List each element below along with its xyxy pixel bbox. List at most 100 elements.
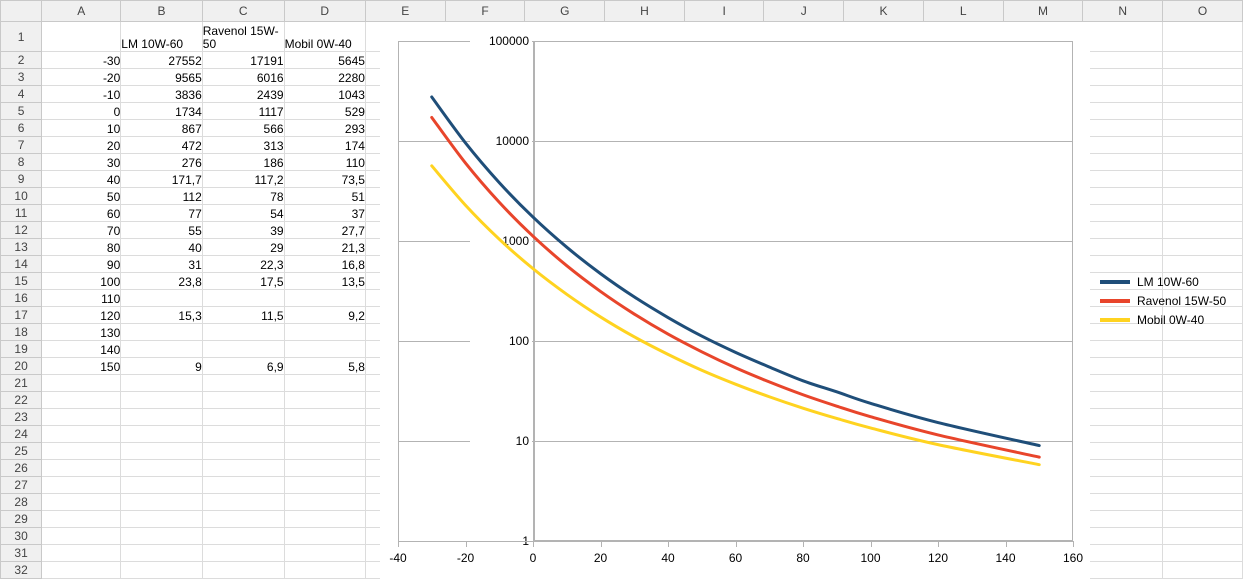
cell-b28[interactable] [120, 493, 203, 511]
cell-c19[interactable] [202, 340, 285, 358]
cell-c26[interactable] [202, 459, 285, 477]
cell-a21[interactable] [41, 374, 122, 392]
cell-d5[interactable]: 529 [284, 102, 366, 120]
cell-empty[interactable] [1082, 170, 1164, 188]
cell-a16[interactable]: 110 [41, 289, 122, 307]
cell-c1[interactable]: Ravenol 15W-50 [202, 21, 285, 52]
cell-empty[interactable] [1082, 68, 1164, 86]
cell-b19[interactable] [120, 340, 203, 358]
cell-d17[interactable]: 9,2 [284, 306, 366, 324]
cell-empty[interactable] [1082, 408, 1164, 426]
cell-a28[interactable] [41, 493, 122, 511]
cell-c32[interactable] [202, 561, 285, 579]
cell-empty[interactable] [1162, 102, 1243, 120]
cell-a9[interactable]: 40 [41, 170, 122, 188]
row-header[interactable]: 29 [0, 510, 43, 528]
cell-b23[interactable] [120, 408, 203, 426]
cell-empty[interactable] [1082, 153, 1164, 171]
row-header[interactable]: 24 [0, 425, 43, 443]
cell-a2[interactable]: -30 [41, 51, 122, 69]
cell-a6[interactable]: 10 [41, 119, 122, 137]
cell-empty[interactable] [1082, 425, 1164, 443]
cell-b16[interactable] [120, 289, 203, 307]
cell-c21[interactable] [202, 374, 285, 392]
cell-c5[interactable]: 1117 [202, 102, 285, 120]
cell-empty[interactable] [1162, 340, 1243, 358]
cell-a12[interactable]: 70 [41, 221, 122, 239]
cell-empty[interactable] [1082, 238, 1164, 256]
legend-item[interactable]: LM 10W-60 [1100, 272, 1240, 291]
cell-empty[interactable] [1162, 510, 1243, 528]
cell-a3[interactable]: -20 [41, 68, 122, 86]
cell-d20[interactable]: 5,8 [284, 357, 366, 375]
cell-c18[interactable] [202, 323, 285, 341]
row-header[interactable]: 6 [0, 119, 43, 137]
row-header[interactable]: 3 [0, 68, 43, 86]
cell-b1[interactable]: LM 10W-60 [120, 21, 203, 52]
cell-d23[interactable] [284, 408, 366, 426]
cell-c4[interactable]: 2439 [202, 85, 285, 103]
cell-empty[interactable] [1082, 391, 1164, 409]
cell-empty[interactable] [1162, 238, 1243, 256]
cell-b4[interactable]: 3836 [120, 85, 203, 103]
cell-empty[interactable] [1162, 170, 1243, 188]
cell-empty[interactable] [1162, 561, 1243, 579]
cell-empty[interactable] [1162, 476, 1243, 494]
cell-c31[interactable] [202, 544, 285, 562]
row-header[interactable]: 14 [0, 255, 43, 273]
column-header-b[interactable]: B [120, 0, 203, 22]
column-header-a[interactable]: A [41, 0, 122, 22]
cell-empty[interactable] [1162, 51, 1243, 69]
column-header-h[interactable]: H [604, 0, 685, 22]
cell-empty[interactable] [1162, 289, 1243, 307]
cell-d14[interactable]: 16,8 [284, 255, 366, 273]
cell-empty[interactable] [1082, 136, 1164, 154]
cell-c23[interactable] [202, 408, 285, 426]
cell-c9[interactable]: 117,2 [202, 170, 285, 188]
cell-empty[interactable] [1162, 493, 1243, 511]
cell-c24[interactable] [202, 425, 285, 443]
cell-empty[interactable] [1082, 561, 1164, 579]
cell-empty[interactable] [1162, 221, 1243, 239]
cell-c27[interactable] [202, 476, 285, 494]
cell-a27[interactable] [41, 476, 122, 494]
row-header[interactable]: 9 [0, 170, 43, 188]
cell-a26[interactable] [41, 459, 122, 477]
cell-empty[interactable] [1162, 544, 1243, 562]
cell-a15[interactable]: 100 [41, 272, 122, 290]
row-header[interactable]: 18 [0, 323, 43, 341]
cell-c22[interactable] [202, 391, 285, 409]
column-header-m[interactable]: M [1002, 0, 1084, 22]
row-header[interactable]: 26 [0, 459, 43, 477]
cell-a24[interactable] [41, 425, 122, 443]
cell-empty[interactable] [1162, 306, 1243, 324]
cell-d28[interactable] [284, 493, 366, 511]
cell-d3[interactable]: 2280 [284, 68, 366, 86]
column-header-g[interactable]: G [524, 0, 606, 22]
cell-b29[interactable] [120, 510, 203, 528]
cell-a17[interactable]: 120 [41, 306, 122, 324]
cell-b20[interactable]: 9 [120, 357, 203, 375]
cell-b30[interactable] [120, 527, 203, 545]
cell-b31[interactable] [120, 544, 203, 562]
cell-c2[interactable]: 17191 [202, 51, 285, 69]
row-header[interactable]: 1 [0, 21, 43, 52]
row-header[interactable]: 11 [0, 204, 43, 222]
column-header-n[interactable]: N [1082, 0, 1164, 22]
row-header[interactable]: 17 [0, 306, 43, 324]
cell-b32[interactable] [120, 561, 203, 579]
cell-c7[interactable]: 313 [202, 136, 285, 154]
cell-a19[interactable]: 140 [41, 340, 122, 358]
cell-b24[interactable] [120, 425, 203, 443]
cell-empty[interactable] [1162, 391, 1243, 409]
cell-c17[interactable]: 11,5 [202, 306, 285, 324]
cell-d30[interactable] [284, 527, 366, 545]
cell-d29[interactable] [284, 510, 366, 528]
row-header[interactable]: 4 [0, 85, 43, 103]
cell-d16[interactable] [284, 289, 366, 307]
cell-empty[interactable] [1082, 85, 1164, 103]
cell-d11[interactable]: 37 [284, 204, 366, 222]
cell-a25[interactable] [41, 442, 122, 460]
row-header[interactable]: 7 [0, 136, 43, 154]
cell-empty[interactable] [1082, 510, 1164, 528]
